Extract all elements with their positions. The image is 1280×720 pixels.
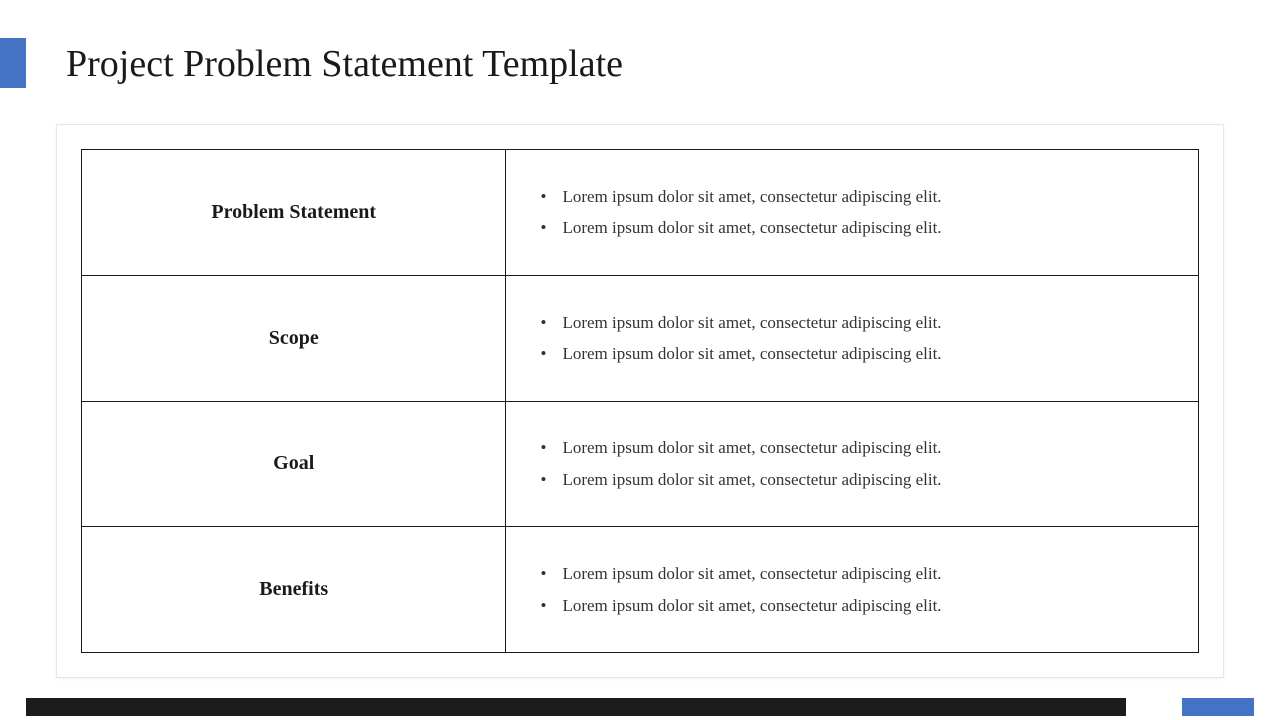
- row-content: Lorem ipsum dolor sit amet, consectetur …: [506, 150, 1199, 276]
- problem-statement-table: Problem Statement Lorem ipsum dolor sit …: [81, 149, 1199, 653]
- row-label-goal: Goal: [82, 401, 506, 527]
- row-content: Lorem ipsum dolor sit amet, consectetur …: [506, 527, 1199, 653]
- table-row: Goal Lorem ipsum dolor sit amet, consect…: [82, 401, 1199, 527]
- accent-block-right: [1182, 698, 1254, 716]
- table-row: Scope Lorem ipsum dolor sit amet, consec…: [82, 275, 1199, 401]
- table-row: Benefits Lorem ipsum dolor sit amet, con…: [82, 527, 1199, 653]
- content-panel: Problem Statement Lorem ipsum dolor sit …: [56, 124, 1224, 678]
- list-item: Lorem ipsum dolor sit amet, consectetur …: [534, 307, 1170, 338]
- row-content: Lorem ipsum dolor sit amet, consectetur …: [506, 275, 1199, 401]
- page-title: Project Problem Statement Template: [66, 42, 623, 86]
- row-content: Lorem ipsum dolor sit amet, consectetur …: [506, 401, 1199, 527]
- list-item: Lorem ipsum dolor sit amet, consectetur …: [534, 432, 1170, 463]
- list-item: Lorem ipsum dolor sit amet, consectetur …: [534, 464, 1170, 495]
- row-label-benefits: Benefits: [82, 527, 506, 653]
- list-item: Lorem ipsum dolor sit amet, consectetur …: [534, 590, 1170, 621]
- footer-bar: [26, 698, 1126, 716]
- list-item: Lorem ipsum dolor sit amet, consectetur …: [534, 212, 1170, 243]
- row-label-problem-statement: Problem Statement: [82, 150, 506, 276]
- table-row: Problem Statement Lorem ipsum dolor sit …: [82, 150, 1199, 276]
- row-label-scope: Scope: [82, 275, 506, 401]
- accent-block-left: [0, 38, 26, 88]
- list-item: Lorem ipsum dolor sit amet, consectetur …: [534, 558, 1170, 589]
- list-item: Lorem ipsum dolor sit amet, consectetur …: [534, 181, 1170, 212]
- list-item: Lorem ipsum dolor sit amet, consectetur …: [534, 338, 1170, 369]
